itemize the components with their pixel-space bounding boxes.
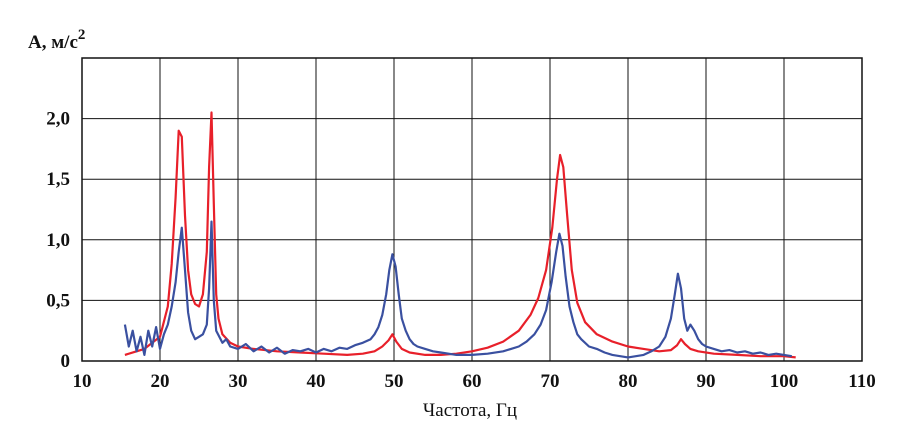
y-axis-title-text: A, м/с: [28, 32, 78, 53]
plot-frame: [81, 57, 863, 362]
series-line-1: [124, 111, 796, 359]
y-tick-labels: 0 0,5 1,0 1,5 2,0: [46, 109, 70, 372]
series-layer: [123, 111, 796, 359]
x-axis-title: Частота, Гц: [423, 400, 517, 421]
y-tick-label: 1,5: [46, 169, 70, 190]
y-axis-title: A, м/с2: [28, 27, 85, 53]
y-tick-label: 0,5: [46, 290, 70, 311]
x-tick-label: 50: [385, 371, 404, 392]
x-tick-label: 20: [151, 371, 170, 392]
y-tick-label: 2,0: [46, 109, 70, 130]
x-tick-label: 40: [307, 371, 326, 392]
y-tick-label: 1,0: [46, 230, 70, 251]
y-tick-label: 0: [61, 351, 71, 372]
x-tick-label: 80: [619, 371, 638, 392]
x-tick-label: 10: [73, 371, 92, 392]
x-tick-label: 90: [697, 371, 716, 392]
x-tick-label: 70: [541, 371, 560, 392]
x-tick-label: 110: [848, 371, 875, 392]
x-tick-label: 100: [770, 371, 799, 392]
grid: [82, 58, 862, 361]
x-tick-label: 30: [229, 371, 248, 392]
series-line-2: [123, 220, 792, 359]
x-tick-labels: 10 20 30 40 50 60 70 80 90 100 110: [73, 371, 876, 392]
y-axis-title-superscript: 2: [78, 27, 86, 43]
x-tick-label: 60: [463, 371, 482, 392]
